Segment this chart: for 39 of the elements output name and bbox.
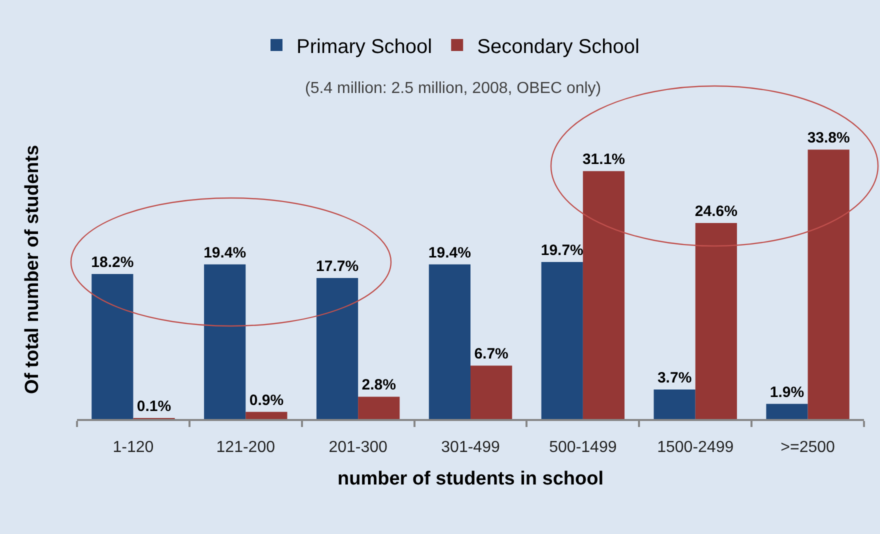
legend-label: Secondary School xyxy=(477,36,640,58)
data-label: 6.7% xyxy=(474,346,508,363)
data-label: 2.8% xyxy=(362,376,396,394)
bar xyxy=(654,390,696,419)
data-label: 19.7% xyxy=(540,242,584,259)
bar xyxy=(358,396,400,419)
data-label: 24.6% xyxy=(694,202,738,220)
bar xyxy=(470,366,512,419)
x-tick-label: 301-499 xyxy=(441,438,500,456)
bar xyxy=(541,262,583,419)
bar xyxy=(695,222,737,419)
bar xyxy=(582,171,625,419)
y-axis-title: Of total number of students xyxy=(22,144,43,394)
data-label: 19.4% xyxy=(204,244,246,262)
data-label: 0.1% xyxy=(136,398,172,415)
data-label: 31.1% xyxy=(582,151,626,168)
data-label: 33.8% xyxy=(807,130,850,147)
x-tick-label: 201-300 xyxy=(328,438,388,456)
bar xyxy=(428,264,470,419)
x-tick-label: 500-1499 xyxy=(549,438,617,456)
legend-label: Primary School xyxy=(296,36,432,58)
x-tick-label: 1500-2499 xyxy=(657,438,734,456)
x-tick-label: 1-120 xyxy=(112,438,154,456)
bar xyxy=(246,412,288,419)
chart-subtitle: (5.4 million: 2.5 million, 2008, OBEC only) xyxy=(305,80,602,97)
x-tick-label: >=2500 xyxy=(780,438,836,456)
x-axis-title: number of students in school xyxy=(337,468,604,490)
data-label: 17.7% xyxy=(316,258,359,275)
data-label: 18.2% xyxy=(91,254,134,271)
bar xyxy=(808,150,850,419)
data-label: 0.9% xyxy=(249,392,284,409)
data-label: 19.4% xyxy=(428,244,471,262)
bar xyxy=(204,264,246,419)
bar xyxy=(316,278,358,419)
bar xyxy=(92,274,134,419)
bar xyxy=(766,404,808,419)
data-label: 3.7% xyxy=(657,370,692,387)
data-label: 1.9% xyxy=(770,384,804,401)
x-tick-label: 121-200 xyxy=(216,438,276,456)
